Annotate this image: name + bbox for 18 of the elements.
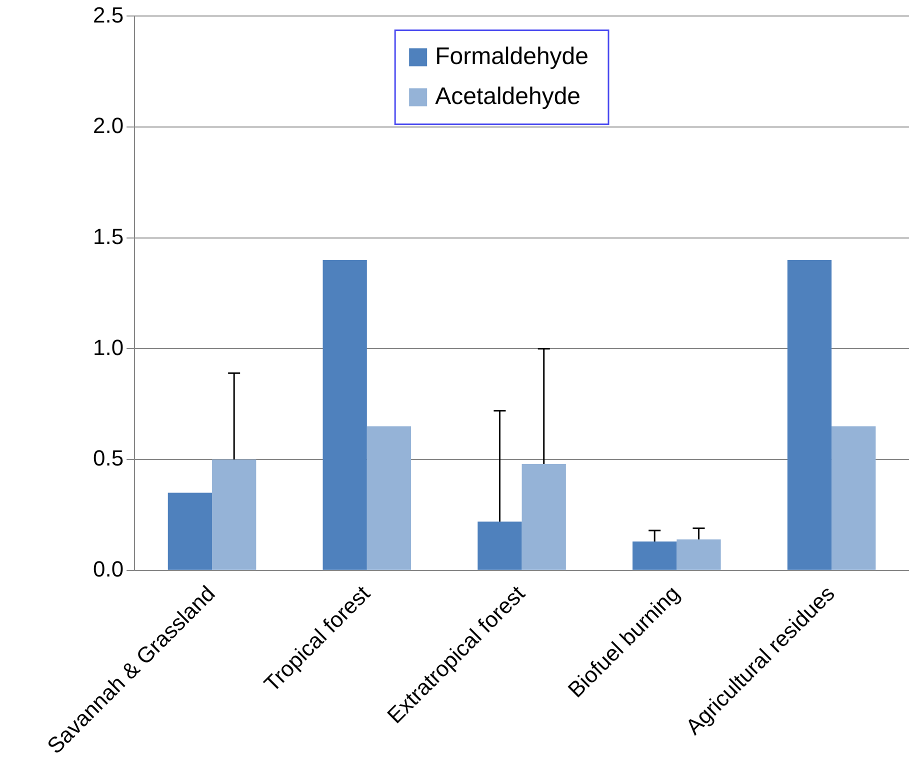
bar bbox=[832, 426, 876, 570]
legend-label: Acetaldehyde bbox=[435, 82, 581, 110]
bar bbox=[168, 492, 212, 570]
y-tick-label: 1.5 bbox=[92, 224, 124, 249]
y-tick-label: 2.5 bbox=[92, 2, 124, 28]
bar bbox=[366, 426, 412, 570]
y-tick-label: 0.0 bbox=[92, 556, 124, 582]
bar bbox=[522, 464, 566, 570]
bar bbox=[787, 260, 832, 570]
bar bbox=[322, 260, 367, 570]
bar bbox=[478, 522, 522, 570]
bar bbox=[632, 542, 677, 570]
y-tick-label: 1.0 bbox=[92, 334, 124, 360]
y-tick-label: 0.5 bbox=[92, 446, 124, 471]
bar bbox=[676, 539, 721, 570]
y-tick-label: 2.0 bbox=[92, 113, 124, 138]
legend-label: Formaldehyde bbox=[435, 42, 589, 70]
bar bbox=[212, 460, 256, 570]
